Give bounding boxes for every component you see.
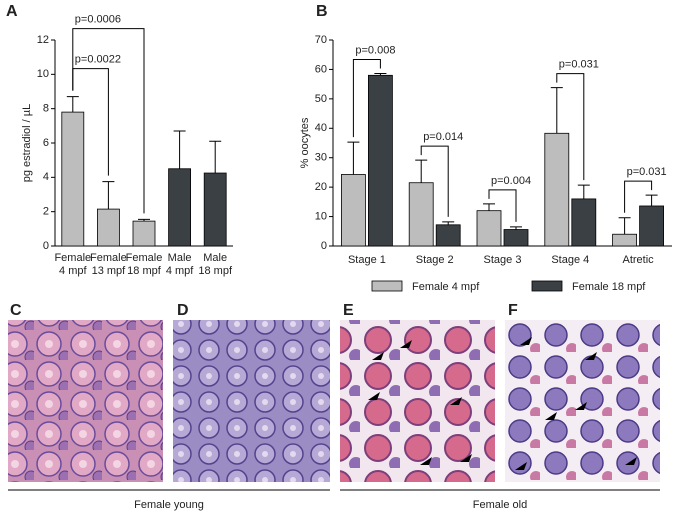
bar xyxy=(435,224,461,247)
bar xyxy=(544,132,570,247)
y-tick-label: 50 xyxy=(315,93,327,105)
bracket xyxy=(488,189,517,222)
panel-label: F xyxy=(508,302,518,319)
x-tick-label: Stage 1 xyxy=(348,254,386,266)
x-tick-label: Stage 4 xyxy=(551,254,589,266)
x-tick-label: Female xyxy=(126,252,163,264)
legend-label: Female 18 mpf xyxy=(572,281,646,293)
y-tick-label: 2 xyxy=(43,206,49,218)
bar xyxy=(639,205,664,247)
micrograph xyxy=(173,320,330,482)
y-tick-label: 60 xyxy=(315,63,327,75)
legend-swatch xyxy=(531,280,563,292)
y-tick-label: 8 xyxy=(43,103,49,115)
error-bar xyxy=(173,130,186,169)
y-tick-label: 6 xyxy=(43,137,49,149)
error-bar xyxy=(442,221,455,225)
bar xyxy=(571,198,597,247)
bar xyxy=(503,229,529,247)
panel-label: E xyxy=(343,302,354,319)
y-tick-label: 12 xyxy=(37,34,49,46)
y-tick-label: 20 xyxy=(315,181,327,193)
x-tick-label: 18 mpf xyxy=(198,265,233,277)
error-bar xyxy=(645,194,658,206)
bracket xyxy=(624,180,653,213)
bracket xyxy=(352,59,381,138)
error-bar xyxy=(66,96,79,113)
bar xyxy=(97,208,120,247)
y-tick-label: 0 xyxy=(321,240,327,252)
bar xyxy=(132,220,156,247)
y-tick-label: 40 xyxy=(315,122,327,134)
bracket xyxy=(556,73,585,181)
bracket xyxy=(72,28,145,214)
p-value: p=0.0006 xyxy=(75,14,121,26)
micrograph xyxy=(8,320,163,482)
bar xyxy=(612,233,637,247)
panel-label: D xyxy=(177,302,189,319)
x-tick-label: Male xyxy=(203,252,227,264)
x-tick-label: 18 mpf xyxy=(127,265,162,277)
x-tick-label: Atretic xyxy=(623,254,655,266)
x-tick-label: 4 mpf xyxy=(59,265,87,277)
group-label: Female young xyxy=(134,499,204,511)
y-tick-label: 10 xyxy=(37,68,49,80)
y-tick-label: 0 xyxy=(43,240,49,252)
error-bar xyxy=(209,140,222,174)
y-tick-label: 10 xyxy=(315,210,327,222)
micrograph xyxy=(340,320,495,482)
p-value: p=0.008 xyxy=(355,44,395,56)
p-value: p=0.014 xyxy=(423,131,463,143)
bracket xyxy=(420,145,449,217)
y-axis-label: % oocytes xyxy=(299,117,311,168)
error-bar xyxy=(618,217,631,235)
error-bar xyxy=(138,218,150,222)
error-bar xyxy=(374,73,387,76)
panel-label: A xyxy=(6,3,18,20)
bar xyxy=(408,182,434,247)
p-value: p=0.031 xyxy=(627,166,667,178)
bar xyxy=(61,111,85,247)
x-tick-label: Female xyxy=(90,252,127,264)
y-tick-label: 70 xyxy=(315,34,327,46)
error-bar xyxy=(550,87,563,134)
error-bar xyxy=(483,203,495,211)
bar xyxy=(203,172,227,247)
error-bar xyxy=(415,159,428,183)
p-value: p=0.0022 xyxy=(75,54,121,66)
y-tick-label: 4 xyxy=(43,171,49,183)
micrograph xyxy=(505,320,660,482)
error-bar xyxy=(347,141,360,175)
error-bar xyxy=(577,184,590,199)
p-value: p=0.004 xyxy=(491,175,531,187)
x-tick-label: 13 mpf xyxy=(92,265,127,277)
legend-label: Female 4 mpf xyxy=(412,281,480,293)
panel-label: C xyxy=(10,302,22,319)
arrows xyxy=(368,337,637,470)
error-bar xyxy=(510,226,522,230)
x-tick-label: Female xyxy=(54,252,91,264)
y-tick-label: 30 xyxy=(315,152,327,164)
bar xyxy=(340,174,366,247)
label-bg xyxy=(8,300,26,320)
group-label: Female old xyxy=(473,499,527,511)
x-tick-label: Male xyxy=(168,252,192,264)
bar xyxy=(168,168,192,247)
error-bar xyxy=(102,181,115,210)
panel-label: B xyxy=(316,3,328,20)
x-tick-label: Stage 3 xyxy=(484,254,522,266)
bar xyxy=(367,74,393,247)
bar xyxy=(476,210,502,247)
p-value: p=0.031 xyxy=(559,59,599,71)
legend-swatch xyxy=(371,280,403,292)
y-axis-label: pg estradiol / µL xyxy=(21,104,33,183)
x-tick-label: 4 mpf xyxy=(166,265,194,277)
x-tick-label: Stage 2 xyxy=(416,254,454,266)
micrographs: Female young Female old C D E F xyxy=(8,300,660,511)
